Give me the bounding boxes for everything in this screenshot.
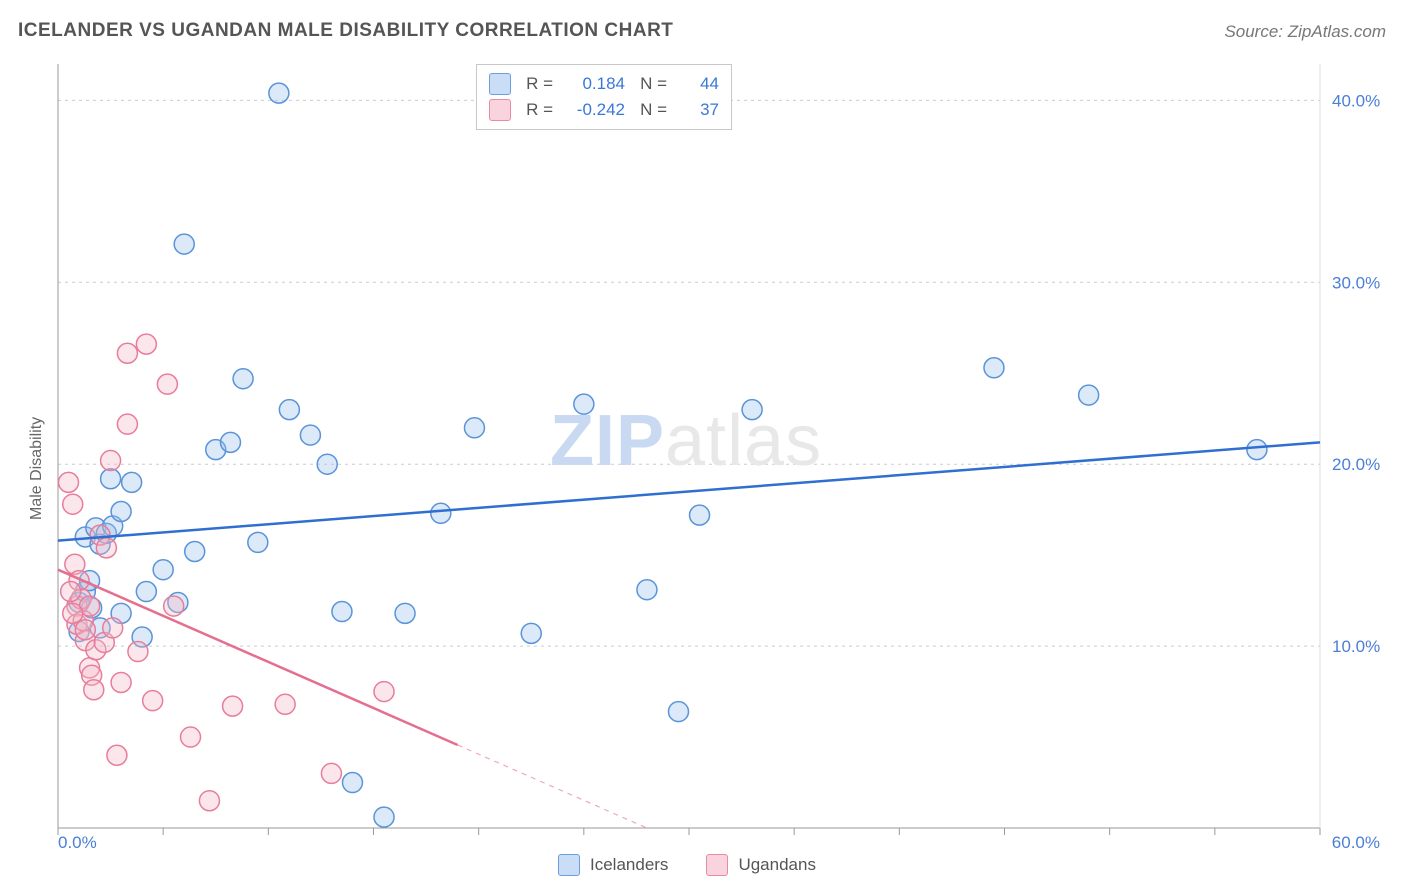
stats-n-label-0: N = — [633, 74, 667, 94]
legend-swatch-1 — [706, 854, 728, 876]
scatter-chart: 10.0%20.0%30.0%40.0%0.0%60.0% ZIPatlas R… — [50, 60, 1390, 850]
stats-r-label-0: R = — [519, 74, 553, 94]
stats-r-label-1: R = — [519, 100, 553, 120]
stats-row-0: R = 0.184 N = 44 — [489, 71, 719, 97]
y-axis-label: Male Disability — [28, 417, 46, 520]
correlation-stats-box: R = 0.184 N = 44 R = -0.242 N = 37 — [476, 64, 732, 130]
svg-text:40.0%: 40.0% — [1332, 91, 1380, 110]
stats-r-value-0: 0.184 — [561, 74, 625, 94]
chart-svg: 10.0% 20.0% 30.0% 40.0% 0.0% 60.0% — [50, 60, 1390, 850]
stats-r-value-1: -0.242 — [561, 100, 625, 120]
svg-text:0.0%: 0.0% — [58, 833, 97, 850]
svg-text:60.0%: 60.0% — [1332, 833, 1380, 850]
svg-text:10.0%: 10.0% — [1332, 637, 1380, 656]
svg-text:20.0%: 20.0% — [1332, 455, 1380, 474]
legend-swatch-0 — [558, 854, 580, 876]
stats-swatch-0 — [489, 73, 511, 95]
stats-n-label-1: N = — [633, 100, 667, 120]
stats-row-1: R = -0.242 N = 37 — [489, 97, 719, 123]
legend-label-0: Icelanders — [590, 855, 668, 875]
stats-n-value-1: 37 — [679, 100, 719, 120]
stats-n-value-0: 44 — [679, 74, 719, 94]
legend-label-1: Ugandans — [738, 855, 816, 875]
source-attribution: Source: ZipAtlas.com — [1224, 22, 1386, 42]
stats-swatch-1 — [489, 99, 511, 121]
chart-title: ICELANDER VS UGANDAN MALE DISABILITY COR… — [18, 20, 673, 42]
chart-container: ICELANDER VS UGANDAN MALE DISABILITY COR… — [0, 0, 1406, 892]
svg-text:30.0%: 30.0% — [1332, 273, 1380, 292]
legend: Icelanders Ugandans — [558, 854, 816, 876]
